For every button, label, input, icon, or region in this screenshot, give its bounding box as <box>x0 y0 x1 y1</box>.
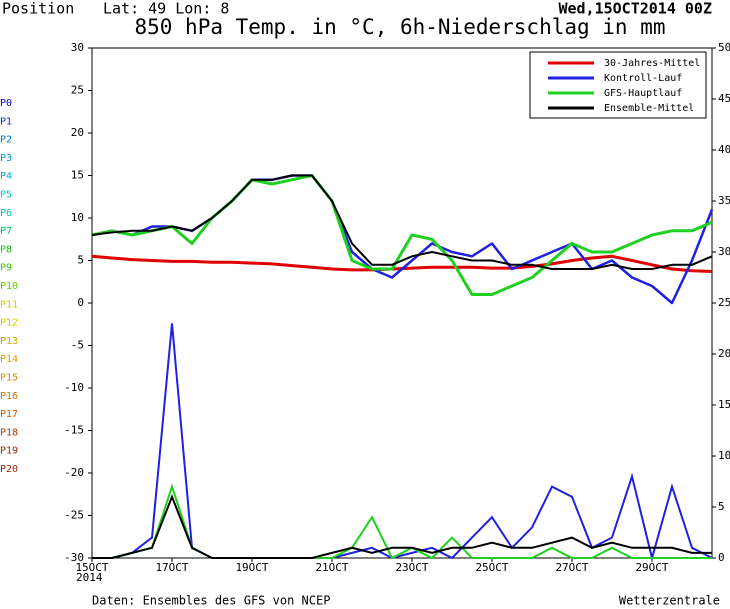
y-tick-label: 30 <box>71 41 84 54</box>
legend-label: Ensemble-Mittel <box>604 103 694 114</box>
x-tick-label: 23OCT <box>395 561 428 574</box>
y2-tick-label: 25 <box>718 296 730 309</box>
member-label: P7 <box>0 226 12 237</box>
y2-tick-label: 45 <box>718 92 730 105</box>
y2-tick-label: 0 <box>718 551 725 564</box>
y-tick-label: -15 <box>64 424 84 437</box>
member-label: P18 <box>0 427 18 438</box>
y-tick-label: -5 <box>71 339 84 352</box>
position-label: Position <box>2 0 74 18</box>
member-label: P2 <box>0 135 12 146</box>
member-label: P10 <box>0 281 18 292</box>
y-tick-label: -10 <box>64 381 84 394</box>
y2-tick-label: 20 <box>718 347 730 360</box>
x-tick-label: 27OCT <box>555 561 588 574</box>
plot-frame <box>91 47 713 559</box>
member-label: P14 <box>0 354 18 365</box>
member-label: P19 <box>0 446 18 457</box>
y2-tick-label: 40 <box>718 143 730 156</box>
y2-tick-label: 5 <box>718 500 725 513</box>
x-tick-label: 15OCT <box>75 561 108 574</box>
y2-tick-label: 35 <box>718 194 730 207</box>
member-label: P20 <box>0 464 18 475</box>
y-tick-label: 0 <box>77 296 84 309</box>
member-label: P16 <box>0 391 18 402</box>
member-label: P11 <box>0 299 18 310</box>
y-tick-label: 25 <box>71 84 84 97</box>
y2-tick-label: 10 <box>718 449 730 462</box>
y2-tick-label: 15 <box>718 398 730 411</box>
y-tick-label: 20 <box>71 126 84 139</box>
y-tick-label: -20 <box>64 466 84 479</box>
x-tick-label: 29OCT <box>635 561 668 574</box>
y-tick-label: 10 <box>71 211 84 224</box>
y-tick-label: 5 <box>77 254 84 267</box>
precip-line <box>92 323 713 562</box>
y-tick-label: -25 <box>64 509 84 522</box>
location: Lat: 49 Lon: 8 <box>103 0 229 18</box>
x-tick-label: 17OCT <box>155 561 188 574</box>
source: Daten: Ensembles des GFS von NCEP <box>92 594 330 608</box>
date: Wed,15OCT2014 00Z <box>558 0 712 18</box>
y2-tick-label: 30 <box>718 245 730 258</box>
legend-label: Kontroll-Lauf <box>604 73 682 84</box>
member-label: P13 <box>0 336 18 347</box>
x-tick-label: 21OCT <box>315 561 348 574</box>
member-label: P15 <box>0 373 18 384</box>
member-label: P1 <box>0 116 12 127</box>
precip-line <box>92 494 712 559</box>
temperature-line <box>91 174 713 270</box>
member-label: P0 <box>0 98 12 109</box>
x-tick-label: 19OCT <box>235 561 268 574</box>
chart-title: 850 hPa Temp. in °C, 6h-Niederschlag in … <box>134 15 665 39</box>
member-label: P12 <box>0 318 18 329</box>
member-label: P9 <box>0 263 12 274</box>
member-label: P3 <box>0 153 12 164</box>
member-label: P17 <box>0 409 18 420</box>
temperature-line <box>91 174 713 296</box>
x-tick-label: 25OCT <box>475 561 508 574</box>
y-tick-label: -30 <box>64 551 84 564</box>
legend-label: GFS-Hauptlauf <box>604 88 682 99</box>
year: 2014 <box>76 571 103 584</box>
y2-tick-label: 50 <box>718 41 730 54</box>
y-tick-label: 15 <box>71 169 84 182</box>
member-label: P5 <box>0 190 12 201</box>
member-label: P6 <box>0 208 12 219</box>
member-label: P8 <box>0 244 12 255</box>
member-label: P4 <box>0 171 12 182</box>
brand: Wetterzentrale <box>619 594 720 608</box>
legend-label: 30-Jahres-Mittel <box>604 58 700 69</box>
